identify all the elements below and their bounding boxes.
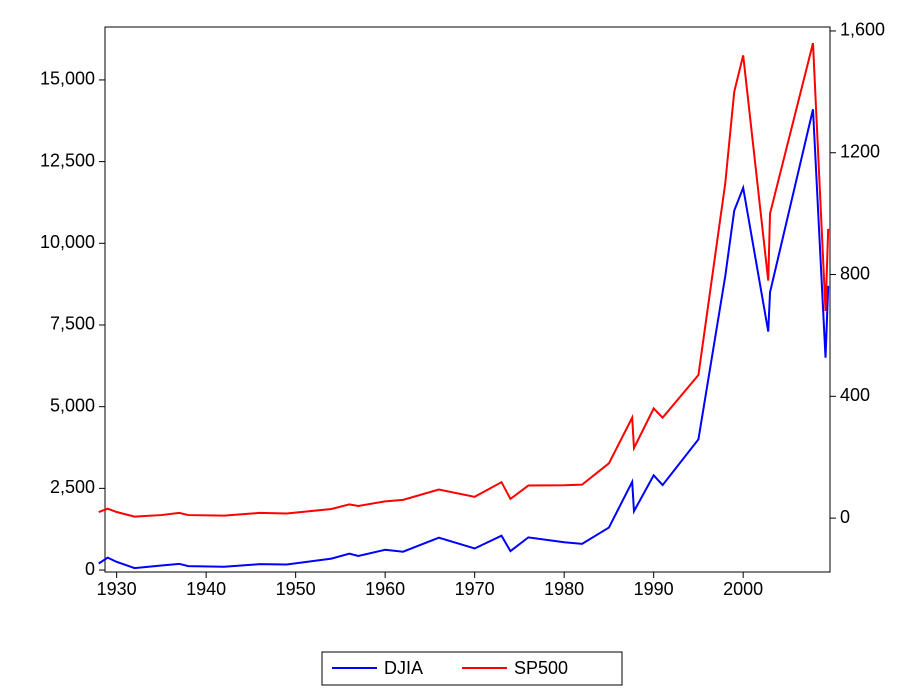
y2-tick-label: 0	[840, 507, 850, 527]
x-tick-label: 1930	[97, 579, 137, 599]
series-line	[98, 42, 830, 518]
y-tick-label: 5,000	[50, 395, 95, 415]
y2-tick-label: 400	[840, 385, 870, 405]
x-tick-label: 1960	[365, 579, 405, 599]
plot-frame	[104, 26, 831, 573]
legend-label: DJIA	[384, 658, 423, 678]
y-tick-label: 2,500	[50, 477, 95, 497]
y2-tick-label: 1200	[840, 141, 880, 161]
y2-tick-label: 1,600	[840, 20, 885, 40]
y-tick-label: 7,500	[50, 314, 95, 334]
y-tick-label: 15,000	[40, 69, 95, 89]
y-tick-label: 10,000	[40, 232, 95, 252]
legend-label: SP500	[514, 658, 568, 678]
x-tick-label: 1980	[544, 579, 584, 599]
x-tick-label: 1940	[186, 579, 226, 599]
x-tick-label: 2000	[723, 579, 763, 599]
x-tick-label: 1990	[634, 579, 674, 599]
x-tick-label: 1950	[276, 579, 316, 599]
y-tick-label: 12,500	[40, 150, 95, 170]
series-line	[98, 109, 830, 570]
y-tick-label: 0	[85, 559, 95, 579]
x-tick-label: 1970	[455, 579, 495, 599]
y2-tick-label: 800	[840, 263, 870, 283]
